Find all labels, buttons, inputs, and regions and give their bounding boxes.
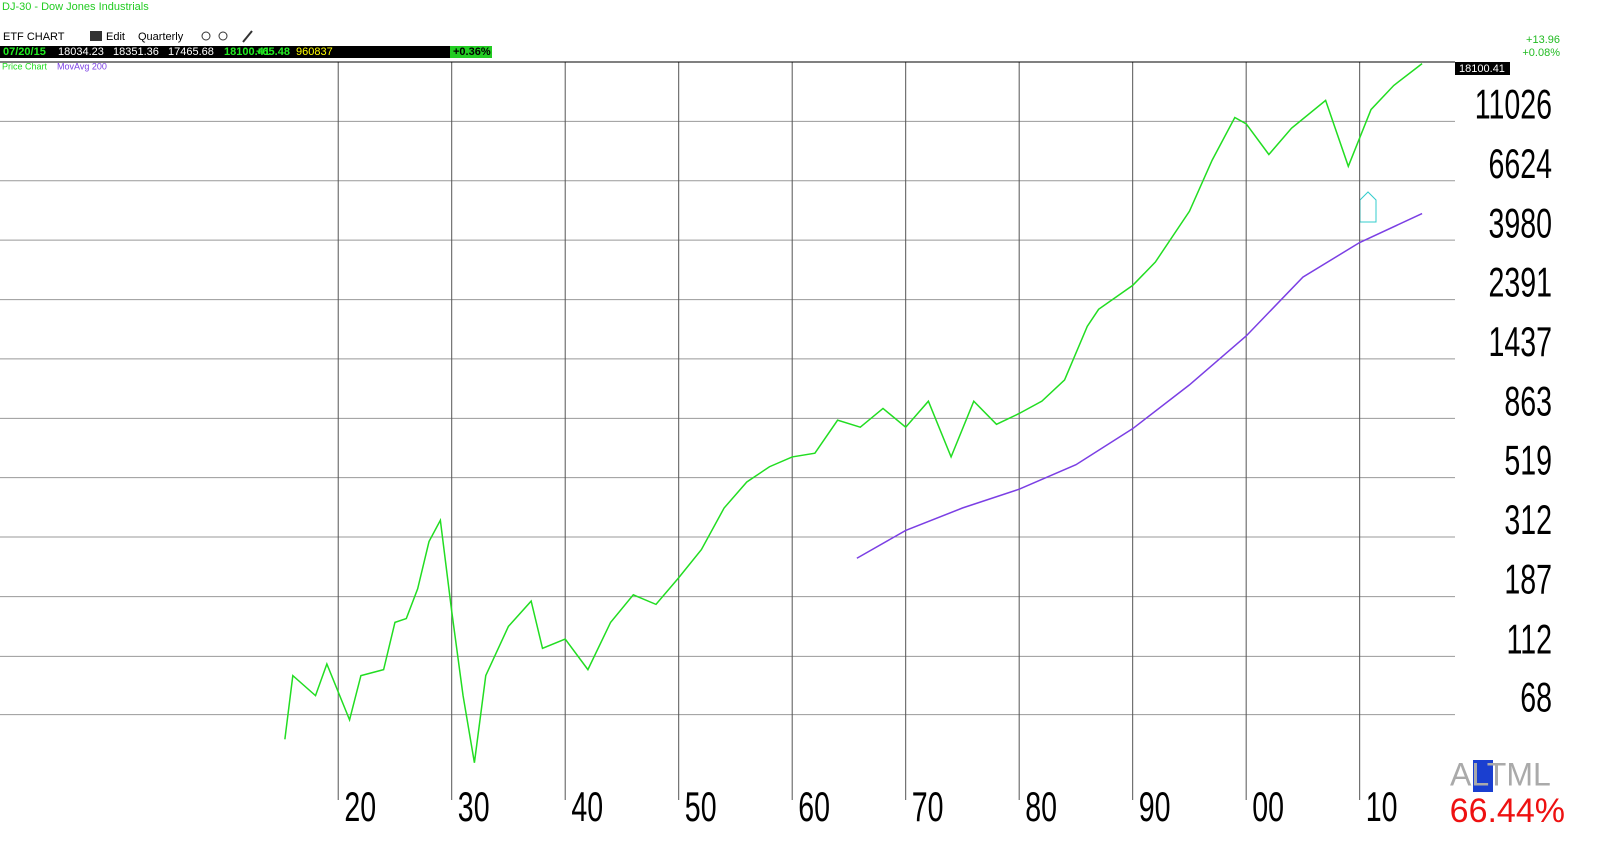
legend-entry: Price Chart <box>2 61 48 71</box>
quote-percent-bg <box>450 46 492 58</box>
y-tick-label: 312 <box>1504 495 1552 543</box>
y-tick-label: 863 <box>1504 377 1552 425</box>
quote-high: 18351.36 <box>113 46 159 58</box>
zoom-out[interactable] <box>218 31 228 41</box>
y-tick-label: 112 <box>1506 615 1552 663</box>
last-price: 18100.41 <box>1459 63 1505 75</box>
x-tick-label: 90 <box>1139 782 1171 830</box>
y-tick-label: 68 <box>1520 673 1552 721</box>
indicator-highlight <box>1473 760 1493 792</box>
y-tick-label: 3980 <box>1488 199 1552 247</box>
right-change: +13.96 <box>1526 34 1560 46</box>
quote-low: 17465.68 <box>168 46 214 58</box>
legend-entry: MovAvg 200 <box>57 61 107 71</box>
quote-open: 18034.23 <box>58 46 104 58</box>
quote-percent: +0.36% <box>453 46 491 58</box>
zoom-in[interactable] <box>201 31 211 41</box>
x-tick-label: 40 <box>571 782 603 830</box>
right-percent: +0.08% <box>1522 47 1560 59</box>
quote-change: +65.48 <box>256 46 290 58</box>
y-tick-label: 187 <box>1504 555 1552 603</box>
toolbar-period[interactable]: Quarterly <box>138 31 184 43</box>
x-tick-label: 60 <box>798 782 830 830</box>
cursor-marker <box>1359 191 1377 223</box>
price-line <box>284 63 1423 763</box>
y-tick-label: 2391 <box>1488 258 1552 306</box>
y-tick-label: 1437 <box>1488 317 1552 365</box>
quote-date: 07/20/15 <box>3 46 46 58</box>
x-tick-label: 70 <box>912 782 944 830</box>
y-tick-label: 519 <box>1504 436 1552 484</box>
toolbar-chart[interactable]: ETF CHART <box>3 31 65 43</box>
indicator-value: 66.44% <box>1450 792 1565 830</box>
x-tick-label: 00 <box>1252 782 1284 830</box>
quote-bar <box>0 46 492 58</box>
window-title: DJ-30 - Dow Jones Industrials <box>2 1 149 13</box>
y-tick-label: 6624 <box>1488 139 1552 187</box>
x-tick-label: 30 <box>458 782 490 830</box>
toolbar-edit[interactable]: Edit <box>106 31 125 43</box>
y-tick-label: 11026 <box>1475 80 1552 128</box>
quote-close: 18100.41 <box>224 46 270 58</box>
x-tick-label: 80 <box>1025 782 1057 830</box>
quote-volume: 960837 <box>296 46 333 58</box>
x-tick-label: 50 <box>685 782 717 830</box>
draw-tool[interactable] <box>242 30 253 43</box>
edit-icon[interactable] <box>90 31 102 41</box>
x-tick-label: 10 <box>1366 782 1398 830</box>
last-price-box <box>1455 62 1510 75</box>
indicator-name: ALTML <box>1450 756 1551 792</box>
x-tick-label: 20 <box>344 782 376 830</box>
price-line <box>856 212 1423 559</box>
